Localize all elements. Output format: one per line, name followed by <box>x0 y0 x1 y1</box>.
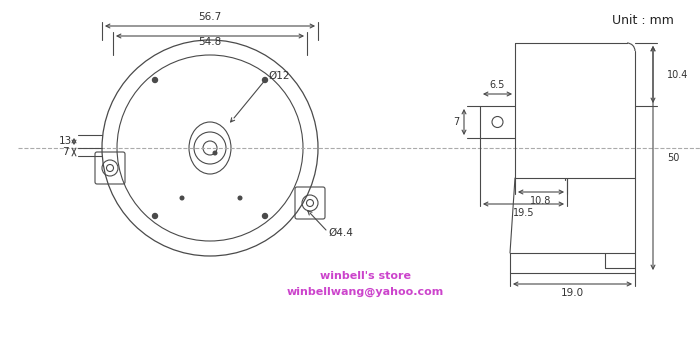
Text: Ø4.4: Ø4.4 <box>328 228 353 238</box>
Text: 7: 7 <box>62 147 69 157</box>
Text: 7: 7 <box>453 117 459 127</box>
Circle shape <box>214 151 217 155</box>
Text: 19.0: 19.0 <box>561 288 584 298</box>
Text: 13: 13 <box>58 137 71 146</box>
Text: 19.5: 19.5 <box>512 208 534 218</box>
Text: winbell's store: winbell's store <box>319 271 410 281</box>
Text: 56.7: 56.7 <box>198 12 222 22</box>
Text: winbellwang@yahoo.com: winbellwang@yahoo.com <box>286 287 444 297</box>
Circle shape <box>238 196 242 200</box>
Circle shape <box>262 214 267 218</box>
Circle shape <box>262 77 267 82</box>
Text: 10.8: 10.8 <box>531 196 552 206</box>
Text: 54.8: 54.8 <box>198 37 222 47</box>
Text: 50: 50 <box>667 153 680 163</box>
Circle shape <box>153 214 158 218</box>
Text: 6.5: 6.5 <box>490 80 505 90</box>
Text: 10.4: 10.4 <box>667 70 688 79</box>
Circle shape <box>153 77 158 82</box>
Text: Unit : mm: Unit : mm <box>612 14 674 26</box>
Circle shape <box>180 196 184 200</box>
Text: Ø12: Ø12 <box>268 71 290 81</box>
